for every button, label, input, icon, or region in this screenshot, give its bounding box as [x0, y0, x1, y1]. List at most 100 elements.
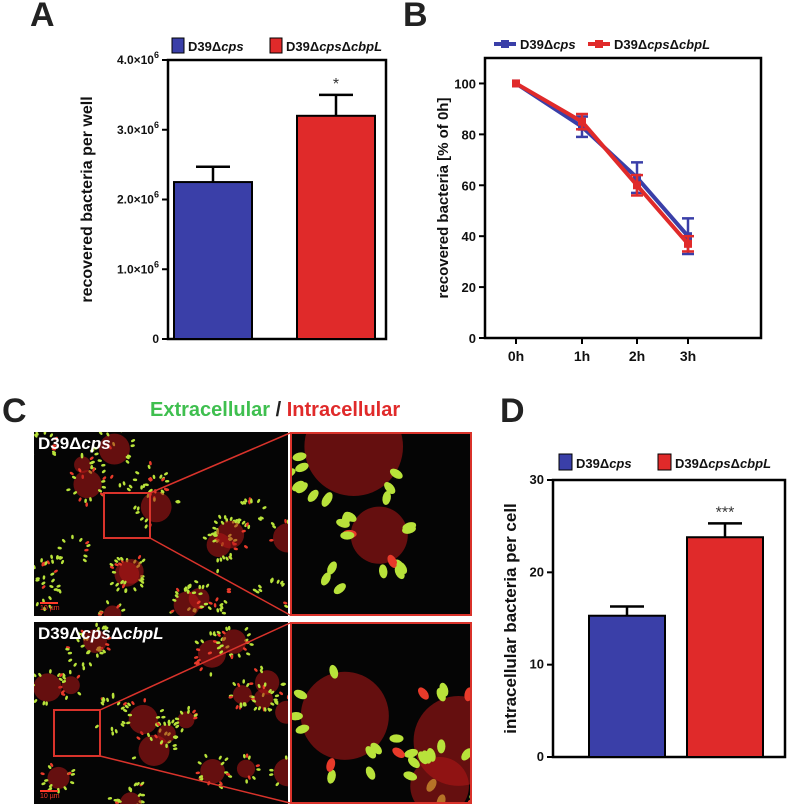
bacterium: [209, 672, 212, 677]
bacterium: [116, 587, 120, 592]
bacterium: [172, 744, 177, 748]
bacterium: [109, 581, 114, 586]
y-tick-label-3: 3.0×106: [117, 120, 159, 137]
bacterium: [269, 773, 274, 776]
cell: [269, 519, 288, 561]
bacterium: [89, 456, 94, 461]
bacterium: [85, 502, 88, 506]
legend-entry-1: D39Δcps: [576, 456, 632, 471]
cell: [290, 664, 407, 785]
bacterium: [136, 736, 141, 741]
bacterium: [51, 559, 55, 564]
bar-1: [589, 616, 665, 757]
bacterium: [262, 506, 267, 510]
cell: [57, 535, 91, 563]
bacterium: [218, 514, 222, 519]
legend-entry-2-text: D39ΔcpsΔcbpL: [286, 39, 382, 54]
bacterium: [135, 471, 140, 475]
x-tick-label-2: 2h: [629, 348, 645, 364]
bacterium: [276, 579, 280, 584]
cell: [94, 693, 132, 736]
bar-1: [174, 182, 252, 339]
bacterium: [139, 583, 144, 588]
bacterium: [468, 792, 472, 804]
bacterium: [110, 474, 114, 479]
bacterium: [245, 779, 248, 784]
bacterium: [122, 481, 126, 486]
bacterium: [57, 546, 62, 550]
cell: [290, 432, 425, 527]
bacterium: [34, 698, 38, 703]
y-tick-label-1: 1.0×106: [117, 259, 159, 276]
bacterium: [148, 523, 152, 528]
cell-body: [178, 711, 195, 728]
bacterium: [45, 701, 48, 706]
bacterium: [49, 669, 52, 674]
bacterium: [204, 753, 208, 758]
bacterium: [325, 757, 337, 773]
bar-2: [687, 537, 763, 757]
bacterium: [249, 682, 254, 685]
legend-entry-2-text: D39ΔcpsΔcbpL: [614, 37, 710, 52]
bacterium: [48, 595, 53, 600]
cell: [236, 497, 267, 529]
cell: [237, 753, 261, 783]
bacterium: [228, 626, 231, 631]
bacterium: [284, 519, 287, 524]
bacterium: [50, 554, 54, 559]
legend-entry-1-text: D39Δcps: [188, 39, 244, 54]
cell-body: [119, 559, 144, 584]
bacterium: [284, 604, 288, 608]
cell: [175, 706, 199, 733]
cell-body: [73, 470, 101, 498]
bacterium: [66, 488, 71, 492]
bacterium: [50, 572, 55, 576]
bacterium: [40, 558, 43, 563]
scale-bar-top: 10 µm: [40, 602, 60, 612]
bacterium: [173, 747, 178, 750]
bacterium: [133, 505, 137, 510]
cell-body: [233, 685, 252, 704]
bacterium: [253, 668, 258, 673]
bacterium: [235, 705, 239, 710]
bacterium: [216, 558, 219, 563]
x-tick-label-3: 3h: [680, 348, 696, 364]
bacterium: [34, 673, 37, 678]
bacterium: [227, 590, 232, 593]
x-tick-label-0: 0h: [508, 348, 524, 364]
y-tick-label-3: 60: [462, 178, 476, 193]
bacterium: [71, 768, 76, 772]
bacterium: [71, 535, 74, 539]
bacterium: [187, 706, 190, 711]
cell-body: [351, 507, 408, 564]
bacterium: [65, 695, 69, 700]
bacterium: [163, 472, 168, 477]
bacterium: [257, 584, 262, 589]
plot-frame: [485, 58, 761, 338]
cell-body: [274, 758, 288, 786]
bacterium: [251, 775, 256, 780]
bacterium: [326, 769, 337, 784]
bacterium: [68, 658, 73, 663]
series-line-2: [516, 83, 688, 243]
bacterium: [218, 755, 222, 760]
bacterium: [97, 459, 102, 462]
bacterium: [246, 652, 251, 656]
cell-body: [129, 705, 158, 734]
point-s2-2: [633, 181, 641, 189]
bacterium: [94, 724, 99, 729]
y-tick-label-3: 30: [530, 472, 544, 487]
bacterium: [51, 578, 56, 583]
bacterium: [249, 643, 254, 646]
bacterium: [111, 727, 114, 732]
bacterium: [131, 756, 136, 760]
bacterium: [136, 506, 140, 511]
bacterium: [139, 517, 144, 522]
micrograph-label-strain1: D39Δcps: [38, 434, 111, 454]
bacterium: [466, 797, 472, 804]
heading-extracellular: Extracellular: [150, 399, 270, 421]
bacterium: [305, 488, 320, 504]
bacterium: [283, 601, 288, 605]
bar-2: [297, 116, 375, 339]
